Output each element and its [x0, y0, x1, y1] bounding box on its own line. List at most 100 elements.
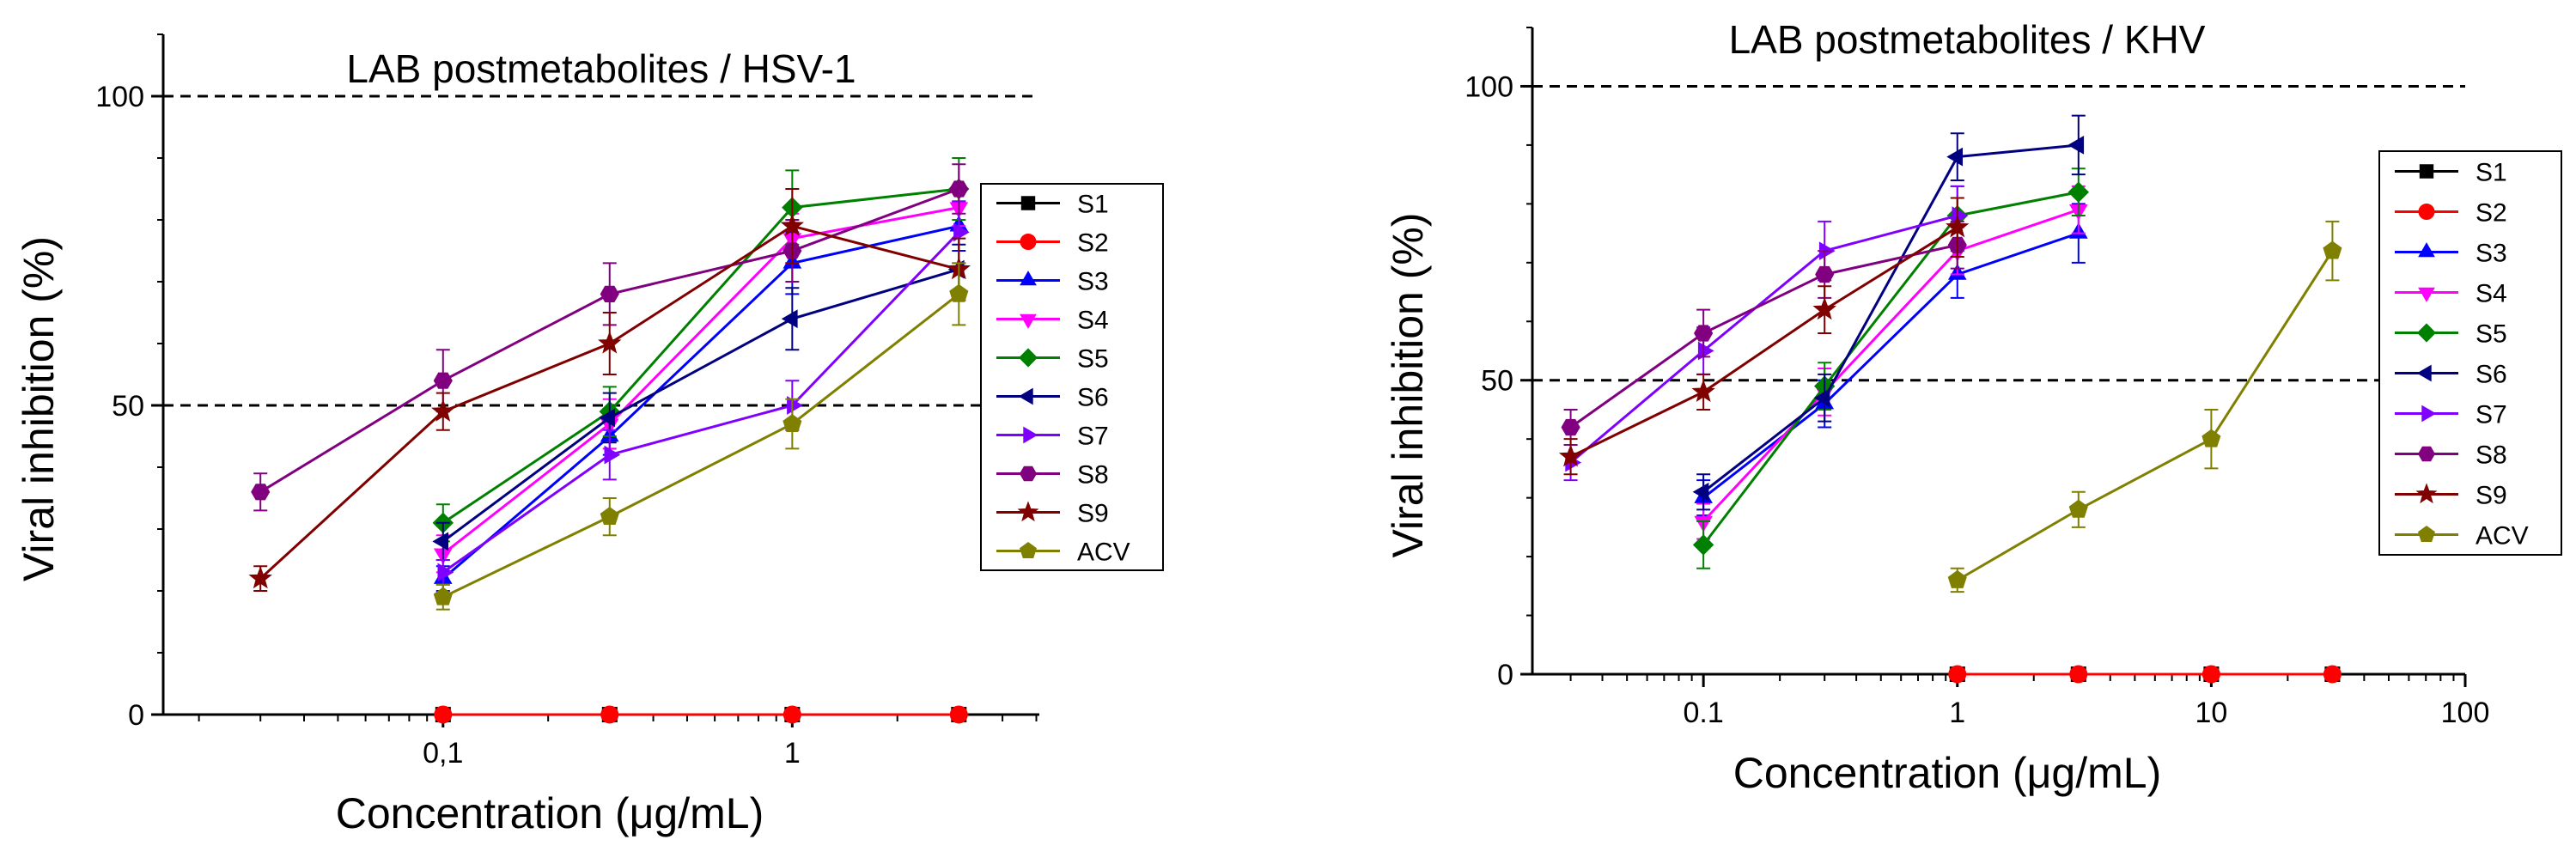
x-axis-label: Concentration (μg/mL): [336, 789, 764, 837]
data-point: [437, 563, 454, 582]
data-point: [953, 222, 970, 242]
legend-marker: [2418, 446, 2435, 462]
legend-marker: [2418, 525, 2435, 542]
series-S3: [433, 200, 969, 592]
data-point: [2323, 240, 2342, 259]
legend-marker: [2418, 287, 2435, 302]
series-line: [1957, 250, 2334, 581]
legend-label: S8: [2476, 441, 2507, 470]
series-S6: [1692, 114, 2086, 511]
series-S6: [432, 243, 966, 561]
data-point: [433, 587, 453, 605]
data-point: [783, 413, 802, 432]
data-point: [433, 372, 453, 389]
series-ACV: [1947, 220, 2342, 593]
legend-label: S4: [2476, 280, 2507, 308]
x-tick-label: 0,1: [423, 737, 463, 770]
legend-label: S8: [1077, 461, 1109, 490]
legend-label: S4: [1077, 307, 1109, 335]
x-axis-label: Concentration (μg/mL): [1733, 749, 2161, 797]
data-point: [2069, 665, 2088, 684]
legend-marker: [2416, 364, 2432, 382]
legend-marker: [2419, 164, 2434, 179]
x-tick-label: 0.1: [1684, 697, 1724, 729]
y-tick-label: 100: [95, 81, 144, 113]
legend-label: S7: [1077, 423, 1109, 451]
y-tick-label: 50: [112, 390, 144, 423]
y-tick-label: 50: [1481, 365, 1513, 398]
data-point: [251, 484, 271, 501]
series-S4: [1694, 185, 2088, 540]
data-point: [2067, 136, 2085, 155]
legend-marker: [1018, 387, 1033, 405]
data-point: [1947, 569, 1967, 588]
data-point: [781, 309, 798, 329]
series-S9: [1558, 197, 1970, 476]
legend-label: S9: [2476, 482, 2507, 510]
legend-marker: [2421, 405, 2437, 423]
legend-marker: [2415, 483, 2438, 504]
legend-marker: [1017, 501, 1039, 522]
legend-marker: [1019, 466, 1038, 482]
chart-panel-1: 0 50 100 0,1 1 LAB postmetabolites / HSV-1 Con…: [15, 33, 1164, 837]
data-point: [787, 396, 803, 415]
series-line: [1702, 143, 2079, 493]
data-point: [600, 506, 619, 525]
legend-marker: [1018, 348, 1038, 368]
series-line: [442, 206, 959, 555]
legend-marker: [1020, 234, 1037, 250]
data-point: [1692, 534, 1714, 556]
x-tick-label: 10: [2195, 697, 2227, 729]
legend-box: [2378, 150, 2562, 556]
legend-marker: [2418, 204, 2435, 220]
legend-marker: [1020, 196, 1036, 210]
series-S7: [435, 200, 970, 586]
data-point: [1946, 215, 1970, 238]
data-point: [949, 180, 969, 198]
legend-marker: [1020, 271, 1037, 286]
series-line: [1702, 191, 2080, 546]
data-point: [1694, 325, 1714, 342]
data-point: [432, 532, 448, 551]
data-point: [1558, 444, 1583, 467]
y-tick-label: 0: [128, 699, 144, 732]
y-axis-label: Viral inhibition (%): [1384, 212, 1432, 557]
y-axis-label: Viral inhibition (%): [15, 236, 63, 581]
series-S5: [1692, 167, 2090, 569]
data-point: [431, 399, 455, 422]
legend-label: ACV: [1077, 539, 1130, 567]
data-point: [434, 705, 453, 724]
legend-label: S9: [1077, 500, 1109, 528]
data-point: [1812, 297, 1836, 320]
legend-label: S7: [2476, 401, 2507, 429]
data-point: [2068, 499, 2088, 518]
legend-label: S5: [2476, 320, 2507, 349]
data-point: [1697, 341, 1714, 361]
legend-label: S2: [1077, 229, 1109, 258]
data-point: [2067, 181, 2090, 203]
data-point: [1813, 388, 1830, 408]
chart-panel-2: 0 50 100 0.1 1 10 100 LAB postmetabolites / KHV…: [1384, 17, 2562, 797]
legend: S1 S2 S3 S4 S5 S6 S7 S8 S9 ACV: [2378, 150, 2562, 556]
data-point: [599, 408, 615, 428]
y-tick-label: 0: [1497, 659, 1513, 691]
data-point: [1946, 147, 1963, 167]
series-S2: [1948, 665, 2342, 684]
chart-title: LAB postmetabolites / HSV-1: [346, 46, 856, 91]
series-line: [442, 268, 959, 543]
legend-label: S6: [2476, 361, 2507, 389]
data-point: [2201, 429, 2221, 447]
data-point: [780, 213, 805, 236]
data-point: [248, 566, 272, 589]
series-S7: [1563, 185, 1969, 482]
data-point: [949, 705, 968, 724]
legend-marker: [1020, 541, 1037, 558]
legend-marker: [2416, 323, 2437, 343]
series-line: [1702, 208, 2080, 523]
data-point: [783, 705, 801, 724]
legend-label: S2: [2476, 199, 2507, 228]
data-point: [1691, 379, 1715, 403]
data-point: [1561, 418, 1580, 436]
legend-marker: [2418, 242, 2435, 258]
